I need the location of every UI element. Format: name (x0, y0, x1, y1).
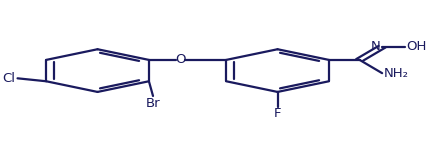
Text: OH: OH (406, 40, 426, 53)
Text: Br: Br (146, 97, 160, 110)
Text: Cl: Cl (3, 72, 15, 85)
Text: NH₂: NH₂ (384, 67, 408, 80)
Text: O: O (175, 53, 186, 66)
Text: N: N (370, 40, 380, 53)
Text: F: F (274, 107, 281, 120)
